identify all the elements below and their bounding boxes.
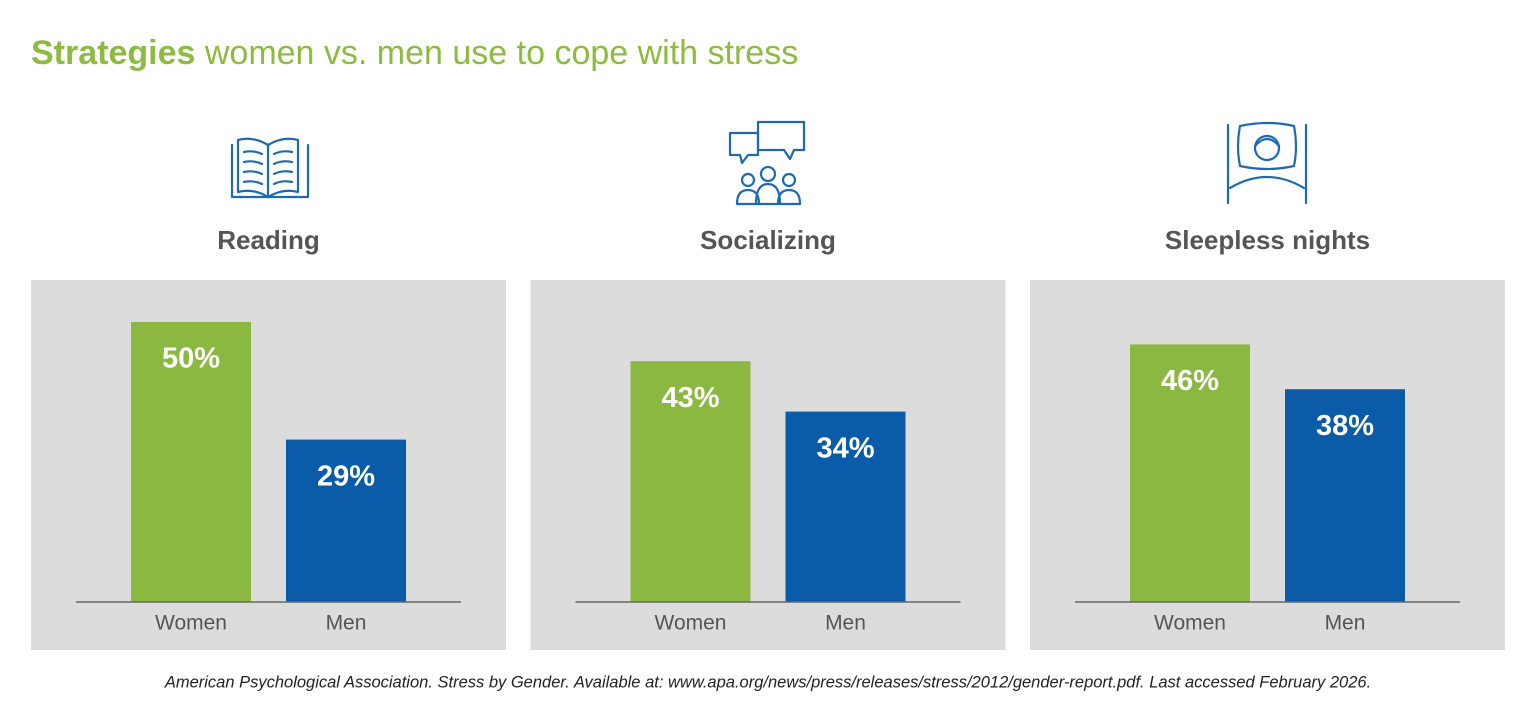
page-title: Strategies women vs. men use to cope wit…: [31, 34, 798, 72]
x-tick-label: Women: [1154, 612, 1226, 635]
value-label: 29%: [317, 460, 375, 492]
title-rest: women vs. men use to cope with stress: [204, 34, 798, 72]
title-bold: Strategies: [31, 34, 195, 72]
bar: [131, 322, 251, 602]
bar: [1130, 344, 1250, 602]
x-tick-label: Women: [155, 612, 227, 635]
panel-background: [31, 280, 506, 650]
x-tick-label: Men: [825, 612, 866, 635]
bed-icon: [1226, 121, 1308, 205]
book-icon: [230, 137, 310, 199]
value-label: 34%: [816, 432, 874, 464]
panel-background: [530, 280, 1006, 650]
x-tick-label: Men: [1325, 612, 1366, 635]
source-note: American Psychological Association. Stre…: [164, 673, 1371, 691]
x-tick-label: Men: [326, 612, 367, 635]
panel-title: Socializing: [700, 225, 836, 255]
panel-background: [1030, 280, 1505, 650]
value-label: 43%: [661, 382, 719, 414]
panel-title: Reading: [217, 225, 320, 255]
value-label: 50%: [162, 343, 220, 375]
panel-title: Sleepless nights: [1165, 225, 1370, 255]
bar: [785, 411, 906, 602]
chat-icon: [728, 120, 806, 206]
bar: [630, 361, 751, 602]
x-tick-label: Women: [655, 612, 727, 635]
value-label: 46%: [1161, 365, 1219, 397]
value-label: 38%: [1316, 410, 1374, 442]
bar: [286, 439, 406, 602]
bar: [1285, 389, 1405, 602]
